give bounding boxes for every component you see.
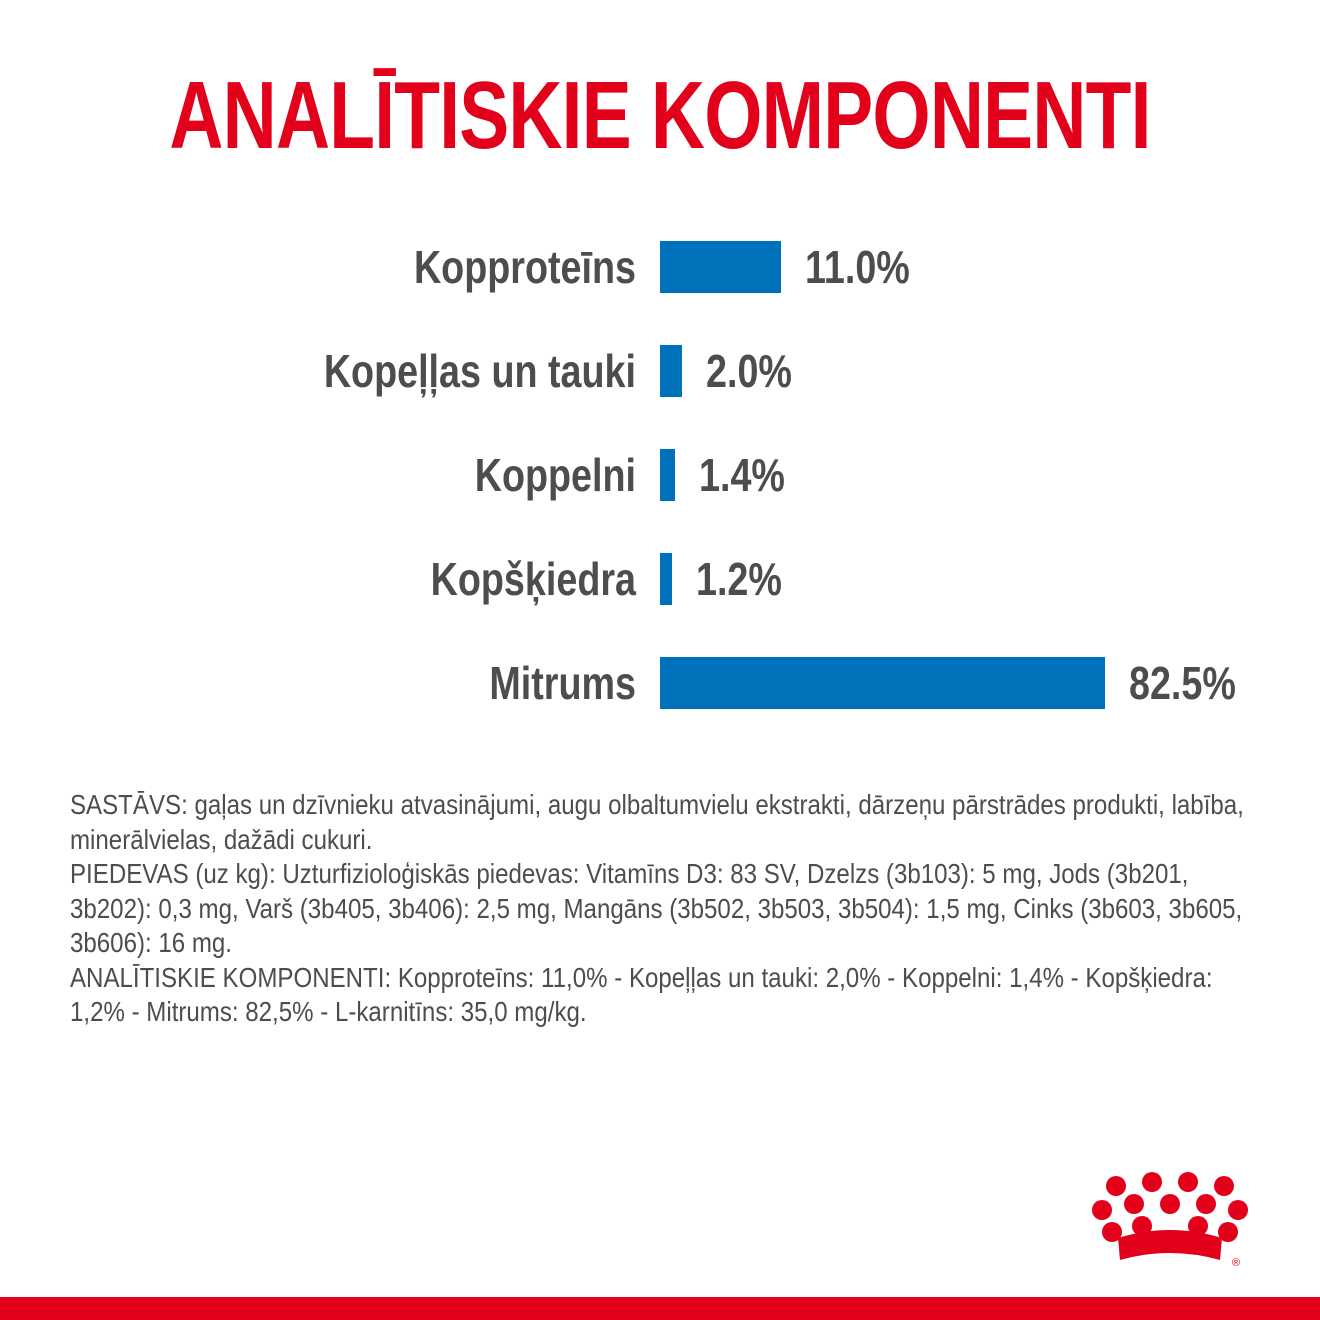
crown-icon: ® xyxy=(1092,1172,1248,1269)
brand-stripe xyxy=(0,1297,1320,1320)
category-label: Mitrums xyxy=(489,657,636,708)
value-label: 82.5% xyxy=(1129,657,1236,708)
composition-paragraph-ingredients: SASTĀVS: gaļas un dzīvnieku atvasinājumi… xyxy=(70,789,1244,855)
value-label: 1.2% xyxy=(696,553,782,604)
category-label: Kopeļļas un tauki xyxy=(324,345,636,397)
registered-mark: ® xyxy=(1232,1257,1240,1269)
value-label: 11.0% xyxy=(805,241,910,292)
category-label: Kopproteīns xyxy=(414,241,636,292)
analytical-components-chart: Kopproteīns 11.0% Kopeļļas un tauki 2.0% Kop… xyxy=(324,241,1236,709)
composition-paragraph-additives: PIEDEVAS (uz kg): Uzturfizioloģiskās pie… xyxy=(70,858,1243,958)
value-label: 2.0% xyxy=(706,345,792,396)
bar xyxy=(660,345,682,397)
composition-paragraph-analytical: ANALĪTISKIE KOMPONENTI: Kopproteīns: 11,… xyxy=(70,961,1213,1028)
bar xyxy=(660,657,1105,709)
category-label: Kopšķiedra xyxy=(431,553,637,605)
category-label: Koppelni xyxy=(475,449,636,500)
bar xyxy=(660,241,781,293)
value-label: 1.4% xyxy=(699,449,785,500)
bar xyxy=(660,553,672,605)
bar xyxy=(660,449,675,501)
page-title: ANALĪTISKIE KOMPONENTI xyxy=(169,62,1151,169)
composition-text: SASTĀVS: gaļas un dzīvnieku atvasinājumi… xyxy=(70,788,1260,1030)
